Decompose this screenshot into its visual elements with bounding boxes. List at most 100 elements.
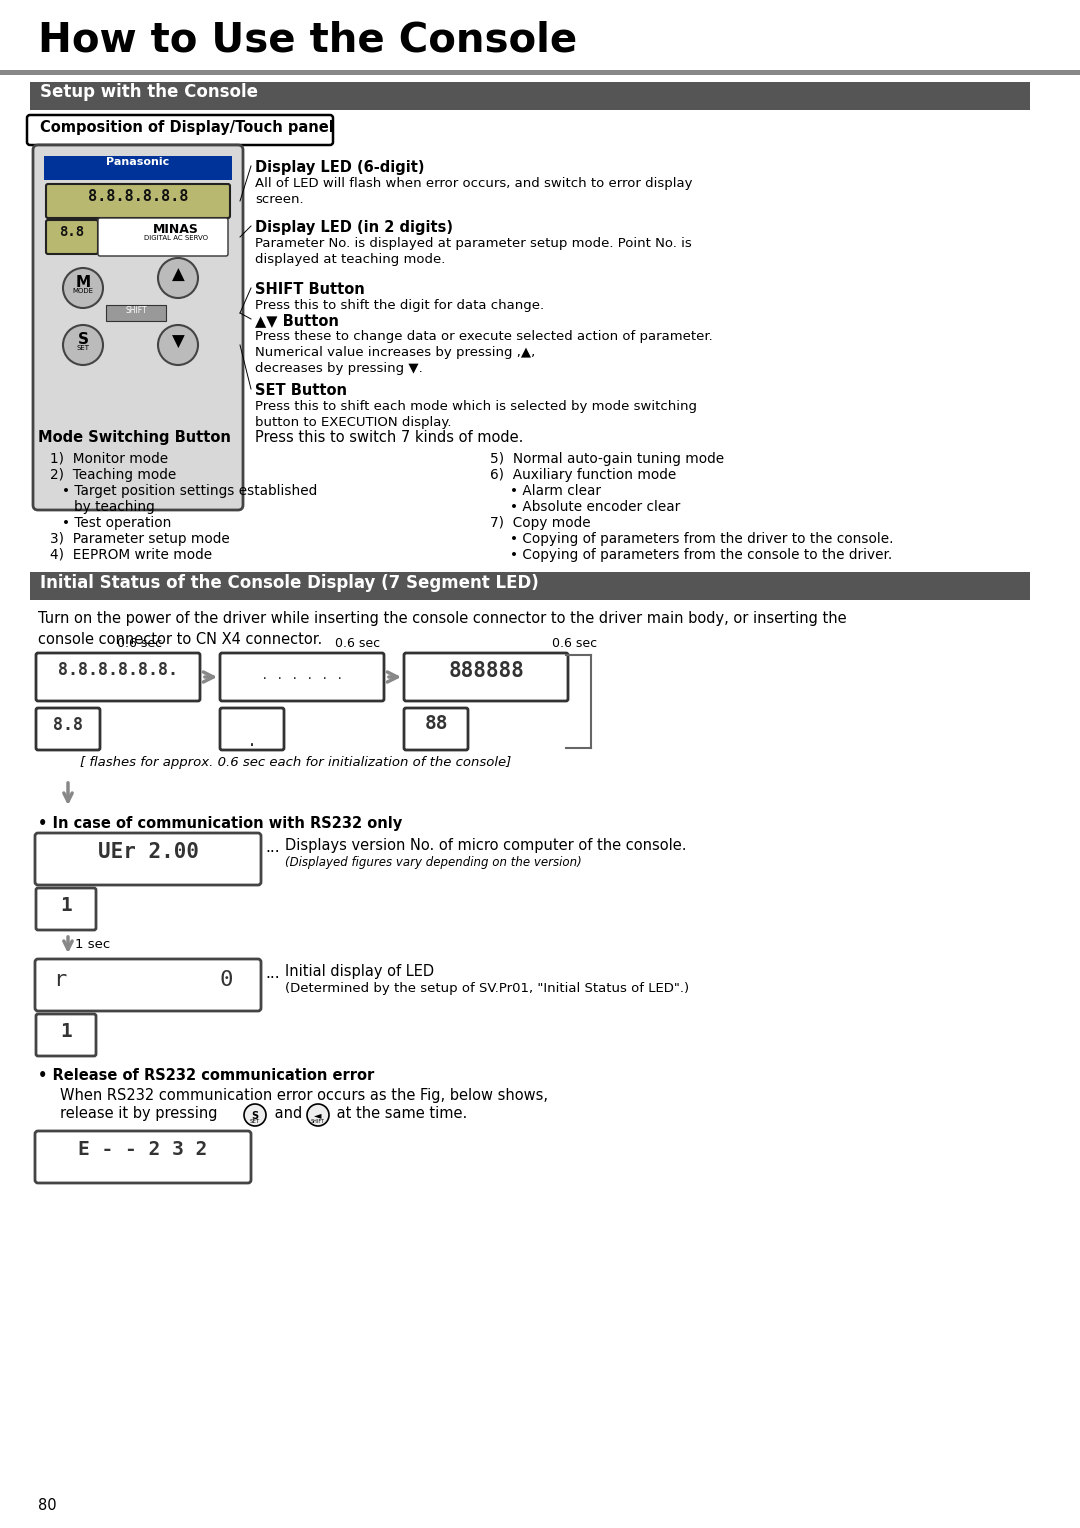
- FancyBboxPatch shape: [35, 833, 261, 885]
- FancyBboxPatch shape: [33, 145, 243, 510]
- FancyBboxPatch shape: [36, 1015, 96, 1056]
- FancyBboxPatch shape: [35, 960, 261, 1012]
- FancyBboxPatch shape: [404, 707, 468, 750]
- Text: Setup with the Console: Setup with the Console: [40, 83, 258, 101]
- Text: 8.8: 8.8: [53, 717, 83, 733]
- Text: 1: 1: [60, 895, 72, 915]
- Text: SHIFT Button: SHIFT Button: [255, 283, 365, 296]
- Text: M: M: [76, 275, 91, 290]
- Text: Displays version No. of micro computer of the console.: Displays version No. of micro computer o…: [285, 837, 687, 853]
- Text: • Alarm clear: • Alarm clear: [510, 484, 600, 498]
- Text: release it by pressing: release it by pressing: [60, 1106, 222, 1122]
- Text: E - - 2 3 2: E - - 2 3 2: [79, 1140, 207, 1160]
- Text: 88: 88: [424, 714, 448, 733]
- Text: Mode Switching Button: Mode Switching Button: [38, 429, 231, 445]
- Text: 0.6 sec: 0.6 sec: [336, 637, 380, 649]
- Text: Press this to shift each mode which is selected by mode switching
button to EXEC: Press this to shift each mode which is s…: [255, 400, 697, 429]
- Text: Press this to switch 7 kinds of mode.: Press this to switch 7 kinds of mode.: [255, 429, 524, 445]
- Text: • Target position settings established: • Target position settings established: [62, 484, 318, 498]
- FancyBboxPatch shape: [404, 652, 568, 701]
- Text: 6)  Auxiliary function mode: 6) Auxiliary function mode: [490, 468, 676, 481]
- FancyBboxPatch shape: [36, 652, 200, 701]
- Circle shape: [244, 1105, 266, 1126]
- Text: (Displayed figures vary depending on the version): (Displayed figures vary depending on the…: [285, 856, 582, 869]
- Text: DIGITAL AC SERVO: DIGITAL AC SERVO: [144, 235, 208, 241]
- Text: • In case of communication with RS232 only: • In case of communication with RS232 on…: [38, 816, 402, 831]
- Bar: [30, 83, 1030, 110]
- Text: When RS232 communication error occurs as the Fig, below shows,: When RS232 communication error occurs as…: [60, 1088, 548, 1103]
- Circle shape: [63, 325, 103, 365]
- Circle shape: [307, 1105, 329, 1126]
- Text: 3)  Parameter setup mode: 3) Parameter setup mode: [50, 532, 230, 545]
- Text: 0: 0: [219, 970, 233, 990]
- Text: 7)  Copy mode: 7) Copy mode: [490, 516, 591, 530]
- Text: 1 sec: 1 sec: [75, 938, 110, 950]
- Text: SHIFT: SHIFT: [125, 306, 147, 315]
- Bar: [106, 306, 166, 321]
- Bar: [44, 156, 232, 180]
- Text: ...: ...: [265, 840, 280, 856]
- FancyBboxPatch shape: [220, 707, 284, 750]
- FancyBboxPatch shape: [46, 220, 98, 254]
- Text: Initial Status of the Console Display (7 Segment LED): Initial Status of the Console Display (7…: [40, 575, 539, 591]
- Text: and: and: [270, 1106, 307, 1122]
- Text: S: S: [252, 1111, 258, 1122]
- Text: SET Button: SET Button: [255, 384, 347, 397]
- FancyBboxPatch shape: [220, 652, 384, 701]
- Bar: [30, 571, 1030, 601]
- Text: • Absolute encoder clear: • Absolute encoder clear: [510, 500, 680, 513]
- Text: 1)  Monitor mode: 1) Monitor mode: [50, 452, 168, 466]
- FancyBboxPatch shape: [98, 219, 228, 257]
- FancyBboxPatch shape: [46, 183, 230, 219]
- Text: Panasonic: Panasonic: [106, 157, 170, 167]
- Text: 80: 80: [38, 1497, 56, 1513]
- Text: by teaching: by teaching: [75, 500, 154, 513]
- Text: ◄: ◄: [314, 1109, 322, 1120]
- Text: SHIFT: SHIFT: [311, 1118, 325, 1125]
- Text: Press these to change data or execute selected action of parameter.
Numerical va: Press these to change data or execute se…: [255, 330, 713, 374]
- FancyBboxPatch shape: [36, 707, 100, 750]
- Text: 8.8: 8.8: [59, 225, 84, 238]
- Text: 0.6 sec: 0.6 sec: [118, 637, 163, 649]
- Text: • Test operation: • Test operation: [62, 516, 172, 530]
- Text: ▲▼ Button: ▲▼ Button: [255, 313, 339, 329]
- Text: Parameter No. is displayed at parameter setup mode. Point No. is
displayed at te: Parameter No. is displayed at parameter …: [255, 237, 692, 266]
- FancyBboxPatch shape: [36, 888, 96, 931]
- Text: All of LED will flash when error occurs, and switch to error display
screen.: All of LED will flash when error occurs,…: [255, 177, 692, 206]
- Text: UEr 2.00: UEr 2.00: [97, 842, 199, 862]
- Text: (Determined by the setup of SV.Pr01, "Initial Status of LED".): (Determined by the setup of SV.Pr01, "In…: [285, 983, 689, 995]
- Text: 4)  EEPROM write mode: 4) EEPROM write mode: [50, 549, 212, 562]
- Text: Turn on the power of the driver while inserting the console connector to the dri: Turn on the power of the driver while in…: [38, 611, 847, 646]
- Text: SET: SET: [249, 1118, 260, 1125]
- Text: ▼: ▼: [172, 333, 185, 351]
- Text: • Copying of parameters from the console to the driver.: • Copying of parameters from the console…: [510, 549, 892, 562]
- Bar: [0, 70, 1080, 75]
- Circle shape: [158, 325, 198, 365]
- Text: .: .: [247, 732, 257, 750]
- Text: Initial display of LED: Initial display of LED: [285, 964, 434, 979]
- Text: 2)  Teaching mode: 2) Teaching mode: [50, 468, 176, 481]
- Text: ...: ...: [265, 966, 280, 981]
- Text: • Release of RS232 communication error: • Release of RS232 communication error: [38, 1068, 375, 1083]
- Text: How to Use the Console: How to Use the Console: [38, 20, 577, 60]
- Text: r: r: [53, 970, 66, 990]
- Text: SET: SET: [77, 345, 90, 351]
- Text: MODE: MODE: [72, 287, 94, 293]
- Text: • Copying of parameters from the driver to the console.: • Copying of parameters from the driver …: [510, 532, 893, 545]
- Text: 5)  Normal auto-gain tuning mode: 5) Normal auto-gain tuning mode: [490, 452, 724, 466]
- Text: . . . . . .: . . . . . .: [260, 669, 343, 681]
- Text: at the same time.: at the same time.: [332, 1106, 468, 1122]
- Circle shape: [63, 267, 103, 309]
- FancyBboxPatch shape: [27, 115, 333, 145]
- Text: 0.6 sec: 0.6 sec: [553, 637, 597, 649]
- Text: 888888: 888888: [448, 662, 524, 681]
- Text: 1: 1: [60, 1022, 72, 1041]
- Text: 8.8.8.8.8.8: 8.8.8.8.8.8: [87, 189, 188, 205]
- Circle shape: [158, 258, 198, 298]
- Text: 8.8.8.8.8.8.: 8.8.8.8.8.8.: [58, 662, 178, 678]
- Text: Press this to shift the digit for data change.: Press this to shift the digit for data c…: [255, 299, 544, 312]
- Text: [ flashes for approx. 0.6 sec each for initialization of the console]: [ flashes for approx. 0.6 sec each for i…: [80, 756, 511, 769]
- Text: Display LED (in 2 digits): Display LED (in 2 digits): [255, 220, 453, 235]
- Text: Display LED (6-digit): Display LED (6-digit): [255, 160, 424, 176]
- Text: S: S: [78, 332, 89, 347]
